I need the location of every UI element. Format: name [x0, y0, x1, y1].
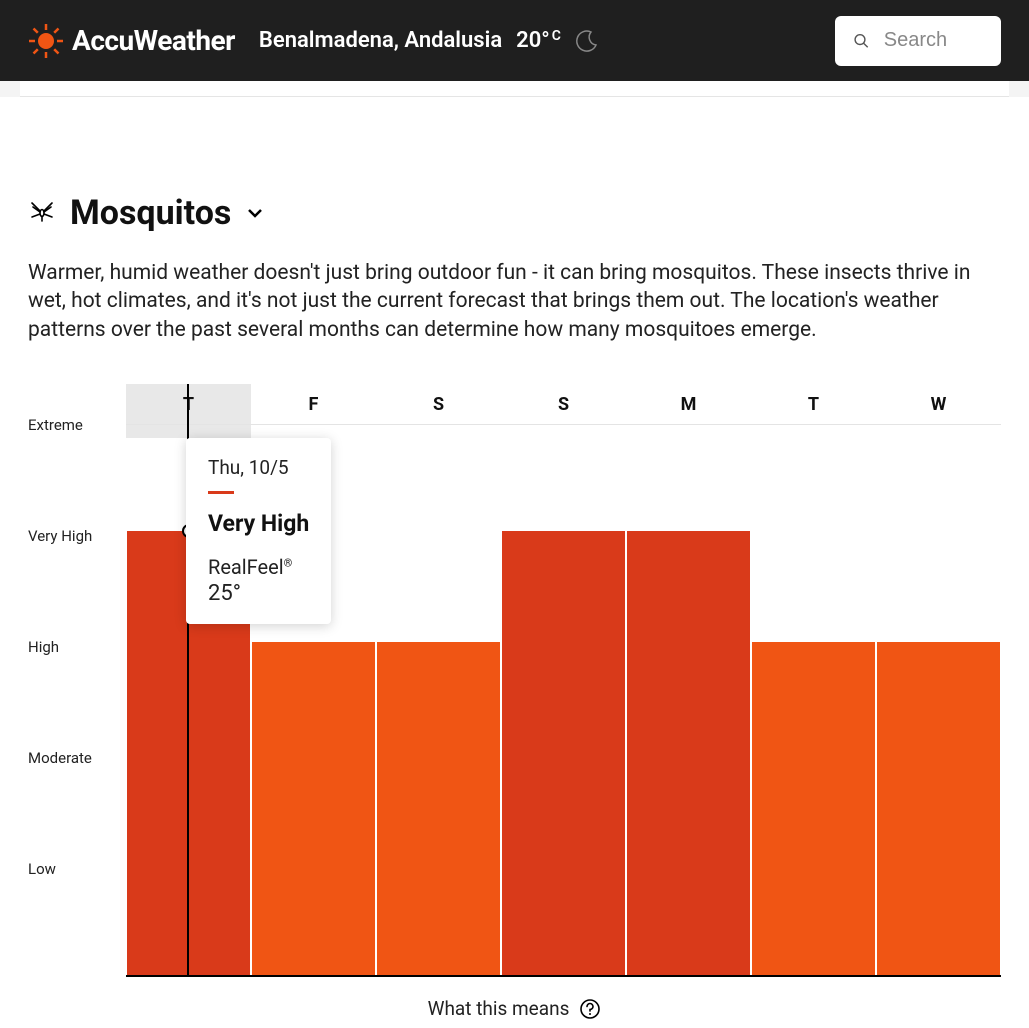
bar-cell[interactable]: [626, 384, 751, 975]
bar-cell[interactable]: [876, 384, 1001, 975]
tooltip-level: Very High: [208, 510, 309, 537]
bar: [627, 531, 750, 975]
brand-logo[interactable]: AccuWeather: [28, 23, 235, 59]
y-axis-label: Moderate: [28, 749, 92, 767]
y-axis-label: High: [28, 638, 59, 656]
tooltip: Thu, 10/5 Very High RealFeel®25°: [186, 438, 331, 624]
y-axis-label: Very High: [28, 527, 92, 545]
search-input[interactable]: [884, 29, 983, 52]
main-content: Mosquitos Warmer, humid weather doesn't …: [0, 97, 1029, 1028]
help-icon[interactable]: [579, 998, 601, 1020]
search-box[interactable]: [835, 16, 1001, 66]
gridline: [126, 424, 1001, 425]
bar-cell[interactable]: [501, 384, 626, 975]
y-axis-label: Low: [28, 860, 56, 878]
moon-icon: [575, 29, 599, 53]
chart-plot: TFSSMTW Thu, 10/5Very HighRealFeel®25°: [126, 384, 1001, 977]
tooltip-divider: [208, 491, 234, 494]
bar: [377, 642, 500, 975]
chevron-down-icon[interactable]: [245, 203, 265, 223]
bar-cell[interactable]: [751, 384, 876, 975]
y-axis-label: Extreme: [28, 416, 83, 434]
bar: [252, 642, 375, 975]
mosquito-chart: ExtremeVery HighHighModerateLow TFSSMTW …: [28, 384, 1001, 977]
tooltip-realfeel-value: 25°: [208, 581, 309, 606]
mosquito-icon: [28, 199, 56, 227]
location-display[interactable]: Benalmadena, Andalusia 20°C: [259, 28, 599, 53]
tooltip-date: Thu, 10/5: [208, 456, 309, 479]
chart-footer[interactable]: What this means: [28, 977, 1001, 1028]
previous-card-edge: [20, 81, 1009, 97]
tooltip-realfeel-label: RealFeel®: [208, 555, 309, 579]
app-header: AccuWeather Benalmadena, Andalusia 20°C: [0, 0, 1029, 81]
sun-icon: [28, 23, 64, 59]
section-description: Warmer, humid weather doesn't just bring…: [28, 259, 988, 344]
search-icon: [853, 30, 870, 52]
bar: [752, 642, 875, 975]
bar: [502, 531, 625, 975]
bar: [877, 642, 1000, 975]
bar-cell[interactable]: [376, 384, 501, 975]
location-name: Benalmadena, Andalusia: [259, 28, 502, 53]
temperature: 20°C: [516, 28, 561, 53]
section-title: Mosquitos: [70, 193, 231, 233]
section-header[interactable]: Mosquitos: [28, 193, 1001, 233]
brand-text: AccuWeather: [72, 24, 235, 57]
what-this-means-link[interactable]: What this means: [428, 997, 570, 1020]
